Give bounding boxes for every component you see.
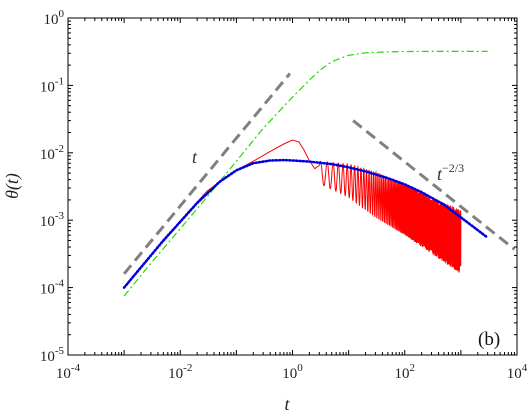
guide-slope-t <box>122 72 292 275</box>
tick-exponent: -2 <box>55 143 64 155</box>
x-axis-label: t <box>284 394 290 414</box>
tick-exponent: -2 <box>183 362 192 374</box>
axis-ticks <box>67 17 518 356</box>
tick-exponent: 0 <box>59 8 65 20</box>
tick-exponent: 4 <box>522 362 528 374</box>
x-tick-label: 100 <box>282 362 303 382</box>
series-red-line <box>123 139 320 288</box>
tick-base: 10 <box>56 366 71 382</box>
series-red-oscillation <box>318 160 462 273</box>
tick-exponent: -3 <box>55 210 65 222</box>
tick-base: 10 <box>168 366 183 382</box>
y-tick-label: 100 <box>44 8 65 28</box>
tick-exponent: -4 <box>71 362 81 374</box>
tick-base: 10 <box>507 366 522 382</box>
tick-exponent: -5 <box>55 345 65 357</box>
x-tick-label: 102 <box>395 362 416 382</box>
y-tick-label: 10-5 <box>40 345 65 365</box>
slope-t-annotation: t <box>192 147 198 167</box>
tick-base: 10 <box>40 147 55 163</box>
x-tick-label: 10-4 <box>56 362 81 382</box>
tick-base: 10 <box>40 79 55 95</box>
y-tick-label: 10-2 <box>40 143 64 163</box>
tick-base: 10 <box>44 12 59 28</box>
series-group <box>122 50 516 297</box>
slope-t-minus-two-thirds-annotation: t−2/3 <box>437 161 464 184</box>
tick-base: 10 <box>282 366 297 382</box>
y-tick-label: 10-1 <box>40 75 64 95</box>
x-tick-label: 10-2 <box>168 362 192 382</box>
x-tick-label: 104 <box>507 362 528 382</box>
tick-exponent: 2 <box>410 362 416 374</box>
series-blue-line <box>122 158 489 289</box>
tick-base: 10 <box>40 349 55 365</box>
x-tick-labels: 10-4 10-2 100 102 104 <box>56 362 528 382</box>
y-tick-label: 10-4 <box>40 278 65 298</box>
tick-exponent: -1 <box>55 75 64 87</box>
tick-base: 10 <box>40 214 55 230</box>
panel-label: (b) <box>478 329 500 350</box>
y-tick-label: 10-3 <box>40 210 65 230</box>
plot-frame <box>67 17 518 356</box>
series-green-line <box>123 50 488 297</box>
tick-base: 10 <box>395 366 410 382</box>
tick-exponent: 0 <box>297 362 303 374</box>
tick-exponent: -4 <box>55 278 65 290</box>
series-layer <box>122 50 516 297</box>
guide-slope-t-minus-two-thirds <box>352 119 516 251</box>
tick-base: 10 <box>40 282 55 298</box>
y-axis-label: θ(t) <box>2 173 23 199</box>
